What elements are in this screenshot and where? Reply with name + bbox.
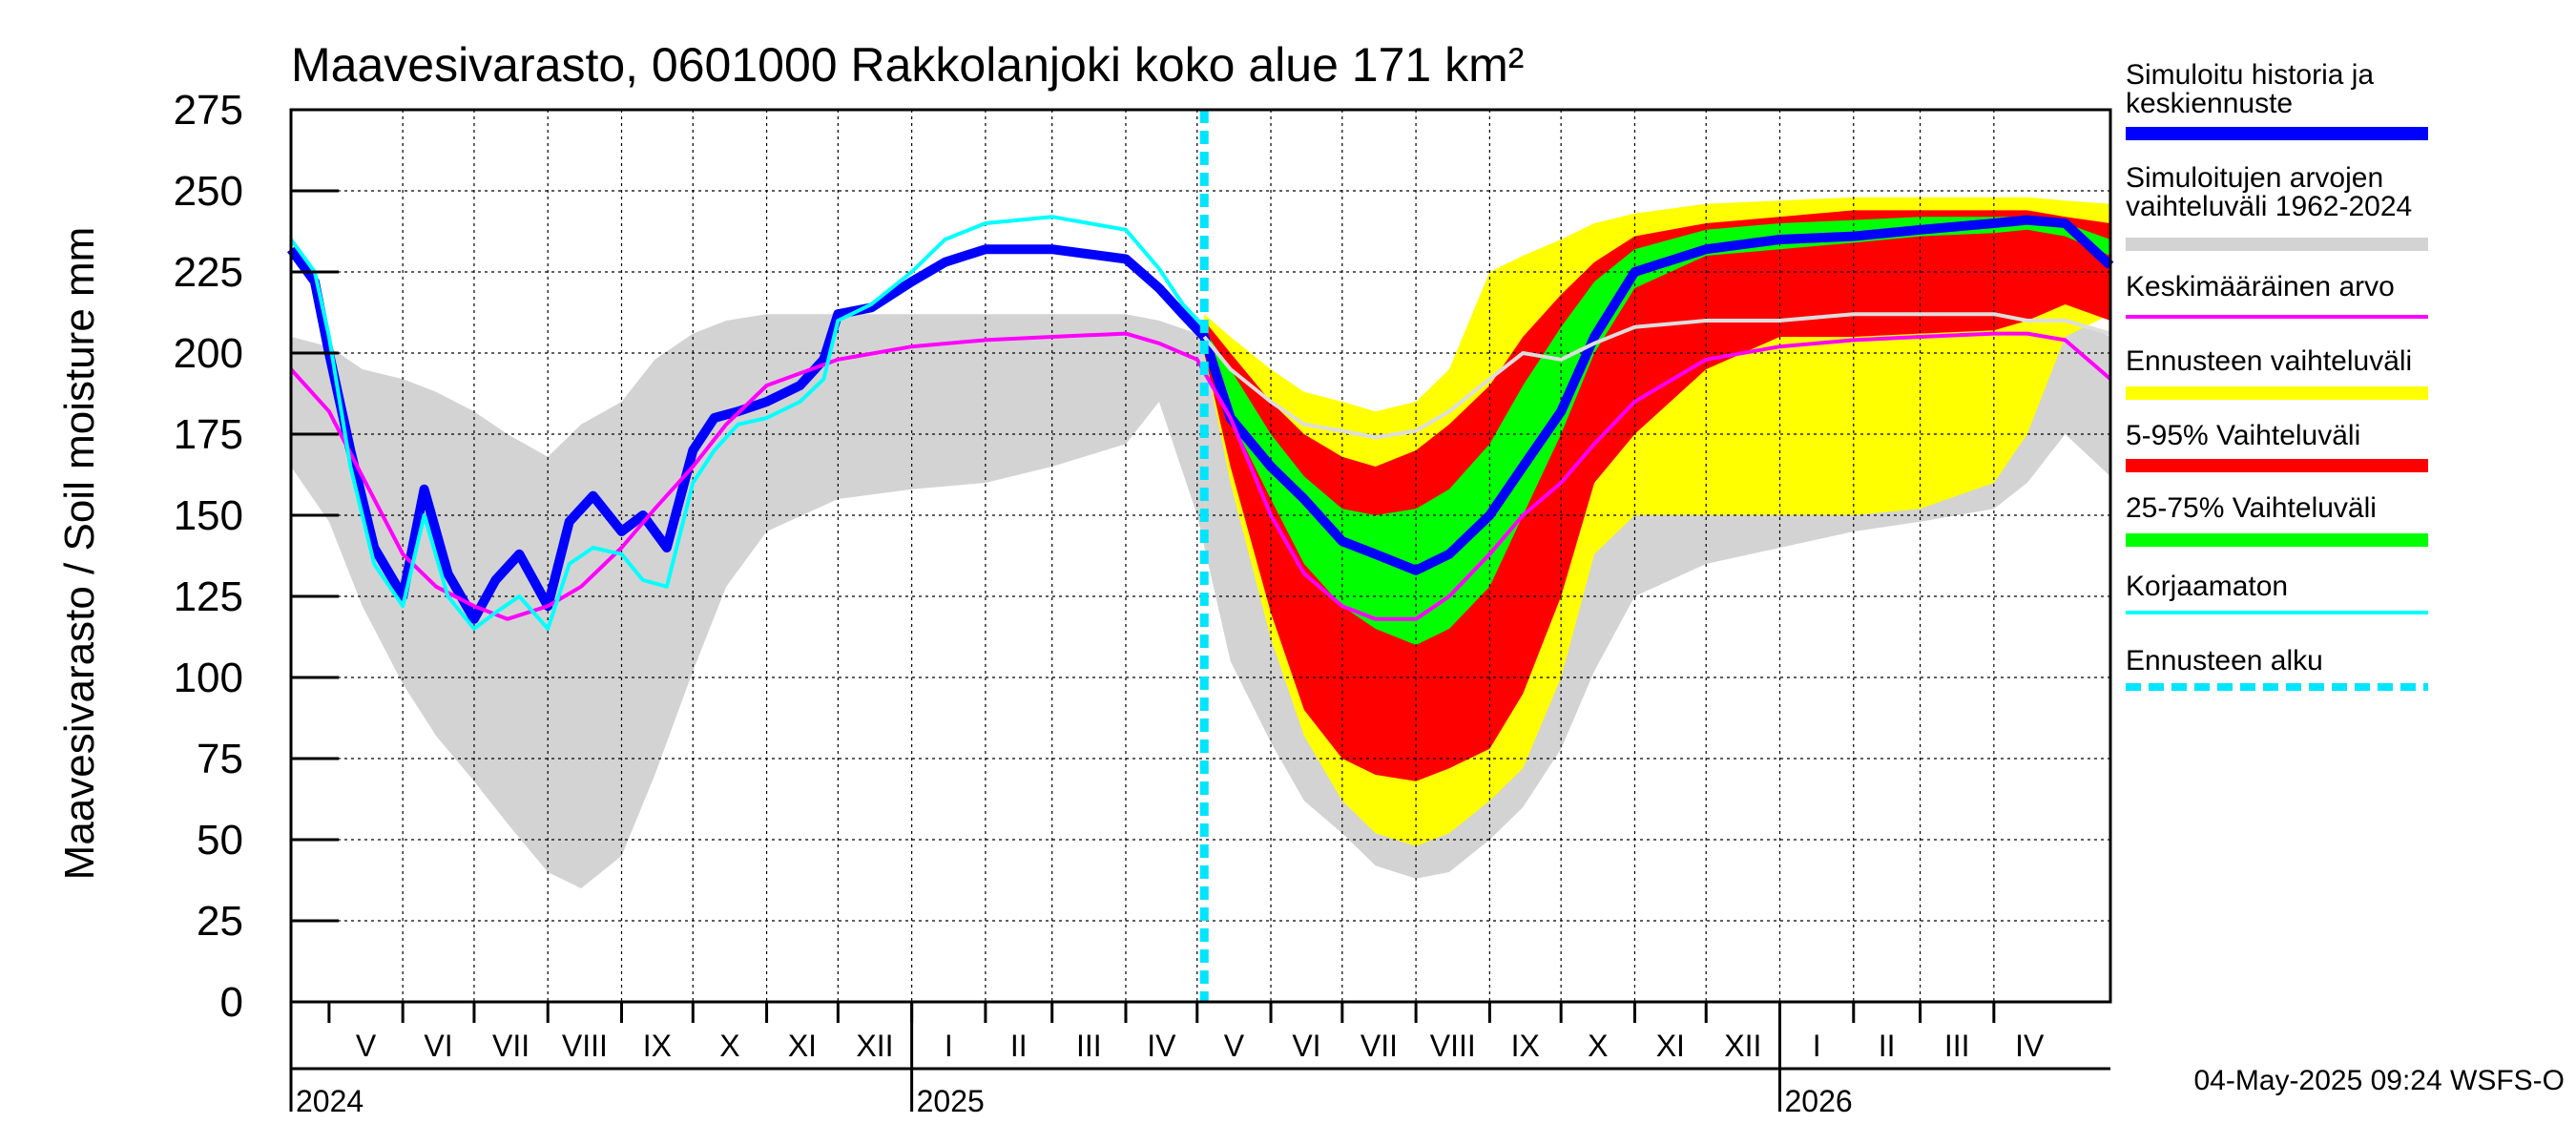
month-label-6: XI <box>788 1029 817 1063</box>
month-label-21: II <box>1879 1029 1896 1063</box>
y-tick-label-7: 175 <box>174 411 243 458</box>
y-tick-label-2: 50 <box>197 817 243 864</box>
timestamp-label: 04-May-2025 09:24 WSFS-O <box>2194 1065 2566 1096</box>
legend-label-6: Korjaamaton <box>2126 571 2288 602</box>
legend: Simuloitu historia ja keskiennuste Simuloi… <box>2126 59 2428 691</box>
legend-label-4: 5-95% Vaihteluväli <box>2126 420 2360 451</box>
month-label-16: IX <box>1511 1029 1540 1063</box>
y-tick-label-11: 275 <box>174 87 243 134</box>
month-label-14: VII <box>1361 1029 1398 1063</box>
month-label-4: IX <box>643 1029 672 1063</box>
month-label-11: IV <box>1147 1029 1176 1063</box>
month-label-17: X <box>1588 1029 1608 1063</box>
month-label-5: X <box>719 1029 739 1063</box>
month-label-1: VI <box>424 1029 452 1063</box>
month-label-8: I <box>945 1029 953 1063</box>
y-tick-label-6: 150 <box>174 492 243 539</box>
series-line-2 <box>289 215 1206 631</box>
y-tick-label-5: 125 <box>174 573 243 620</box>
month-label-19: XII <box>1724 1029 1761 1063</box>
month-label-12: V <box>1224 1029 1245 1063</box>
month-label-10: III <box>1076 1029 1102 1063</box>
month-label-9: II <box>1010 1029 1028 1063</box>
month-label-2: VII <box>492 1029 530 1063</box>
legend-label-5: 25-75% Vaihteluväli <box>2126 492 2377 524</box>
legend-label-2: Keskimääräinen arvo <box>2126 271 2395 302</box>
year-label-1: 2025 <box>917 1084 985 1118</box>
band-3 <box>1204 217 2110 645</box>
year-label-2: 2026 <box>1784 1084 1852 1118</box>
y-axis-label: Maavesivarasto / Soil moisture mm <box>56 227 103 881</box>
y-tick-label-3: 75 <box>197 736 243 782</box>
month-label-0: V <box>356 1029 377 1063</box>
legend-label-7: Ennusteen alku <box>2126 645 2323 677</box>
series-line-1 <box>289 331 2112 621</box>
month-label-20: I <box>1813 1029 1821 1063</box>
month-label-13: VI <box>1292 1029 1320 1063</box>
y-tick-label-0: 0 <box>220 979 243 1026</box>
series-line-0 <box>286 215 2114 624</box>
month-label-23: IV <box>2015 1029 2045 1063</box>
y-tick-label-1: 25 <box>197 898 243 945</box>
chart-title: Maavesivarasto, 0601000 Rakkolanjoki kok… <box>291 38 1524 92</box>
month-label-22: III <box>1944 1029 1970 1063</box>
month-label-3: VIII <box>562 1029 608 1063</box>
legend-label-0: Simuloitu historia ja keskiennuste <box>2126 59 2374 119</box>
range-bands <box>291 197 2110 888</box>
series-line-3 <box>1202 312 2111 440</box>
y-tick-label-8: 200 <box>174 330 243 377</box>
band-2 <box>1204 210 2110 781</box>
month-label-18: XI <box>1656 1029 1685 1063</box>
y-tick-label-10: 250 <box>174 168 243 215</box>
plot-frame <box>289 108 2112 1004</box>
year-label-0: 2024 <box>296 1084 364 1118</box>
legend-label-3: Ennusteen vaihteluväli <box>2126 345 2412 377</box>
y-tick-label-4: 100 <box>174 655 243 701</box>
legend-label-1: Simuloitujen arvojen vaihteluväli 1962-20… <box>2126 162 2412 222</box>
series-lines <box>286 110 2114 1002</box>
month-label-15: VIII <box>1430 1029 1476 1063</box>
month-label-7: XII <box>856 1029 893 1063</box>
y-tick-label-9: 225 <box>174 249 243 296</box>
